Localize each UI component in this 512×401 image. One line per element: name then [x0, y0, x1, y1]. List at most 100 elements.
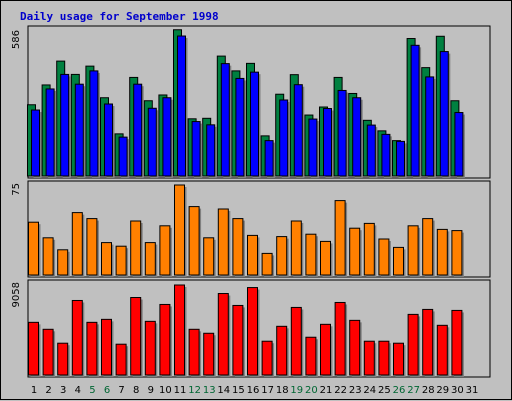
sites-bar-day-7 [115, 245, 127, 276]
x-tick-label-31: 31 [466, 385, 479, 396]
files-bar-day-15 [235, 77, 245, 177]
x-tick-label-15: 15 [232, 385, 245, 396]
x-tick-label-5: 5 [89, 385, 95, 396]
files-bar-day-14 [220, 63, 230, 177]
kbytes-bar-day-19 [290, 306, 302, 376]
files-bar-day-4 [74, 83, 84, 177]
sites-bar-day-22 [334, 200, 346, 276]
x-tick-label-18: 18 [276, 385, 289, 396]
kbytes-bar-day-22 [334, 301, 346, 376]
files-bar-day-17 [264, 140, 274, 177]
kbytes-bar-day-3 [57, 342, 69, 376]
sites-bar-day-5 [86, 218, 98, 276]
files-bar-day-10 [162, 97, 172, 177]
kbytes-bar-day-13 [203, 332, 215, 376]
sites-bar-day-4 [71, 212, 83, 276]
kbytes-bar-day-4 [71, 299, 83, 376]
x-tick-label-2: 2 [45, 385, 51, 396]
files-bar-day-26 [396, 140, 405, 177]
sites-max-label: 75 [11, 183, 22, 196]
sites-bar-day-1 [28, 221, 39, 276]
kbytes-bar-day-10 [159, 303, 171, 376]
files-bar-day-28 [425, 76, 435, 177]
x-tick-label-4: 4 [75, 385, 81, 396]
files-bar-day-7 [118, 136, 128, 177]
kbytes-bar-day-9 [144, 320, 156, 376]
x-tick-label-14: 14 [217, 385, 230, 396]
files-bar-day-21 [323, 108, 332, 177]
kbytes-bar-day-30 [451, 309, 463, 376]
x-tick-label-20: 20 [305, 385, 318, 396]
kbytes-bar-day-8 [130, 296, 142, 376]
files-bar-day-19 [293, 84, 303, 177]
sites-bar-day-3 [57, 249, 69, 276]
kbytes-bar-day-23 [349, 319, 361, 376]
kbytes-bar-day-6 [101, 318, 112, 376]
kbytes-bar-day-29 [436, 324, 448, 376]
x-tick-label-10: 10 [159, 385, 172, 396]
x-tick-label-27: 27 [407, 385, 420, 396]
x-tick-label-1: 1 [31, 385, 37, 396]
sites-bar-day-11 [174, 184, 185, 276]
x-tick-label-25: 25 [378, 385, 391, 396]
sites-bar-day-2 [42, 237, 54, 276]
files-bar-day-11 [177, 35, 186, 177]
files-bar-day-20 [308, 118, 318, 177]
files-bar-day-8 [133, 83, 143, 177]
sites-bar-day-20 [305, 233, 317, 276]
x-tick-label-22: 22 [334, 385, 347, 396]
kbytes-max-label: 9058 [11, 282, 22, 307]
kbytes-bar-day-20 [305, 336, 317, 376]
hits-max-label: 586 [11, 30, 22, 49]
x-tick-label-7: 7 [118, 385, 124, 396]
kbytes-bar-day-14 [217, 293, 229, 376]
files-bar-day-23 [352, 97, 362, 177]
sites-bar-day-14 [217, 208, 229, 276]
sites-bar-day-9 [144, 242, 156, 276]
sites-bar-day-10 [159, 225, 171, 276]
kbytes-bar-day-27 [407, 313, 419, 376]
sites-bar-day-17 [261, 252, 273, 276]
x-tick-label-13: 13 [203, 385, 216, 396]
sites-bar-day-13 [203, 237, 215, 276]
x-tick-label-3: 3 [60, 385, 66, 396]
kbytes-bar-day-24 [363, 340, 375, 376]
sites-bar-day-24 [363, 222, 375, 276]
sites-bar-day-23 [349, 227, 361, 276]
kbytes-bar-day-28 [422, 308, 434, 376]
kbytes-bar-day-2 [42, 328, 54, 376]
files-bar-day-29 [439, 51, 449, 177]
x-tick-label-8: 8 [133, 385, 139, 396]
files-bar-day-25 [381, 133, 391, 177]
sites-bar-day-19 [290, 220, 302, 276]
sites-bar-day-15 [232, 218, 244, 276]
x-tick-label-17: 17 [261, 385, 274, 396]
sites-bar-day-30 [451, 230, 463, 276]
kbytes-bar-day-5 [86, 321, 98, 376]
sites-bar-day-12 [188, 206, 200, 276]
sites-bar-day-26 [393, 246, 404, 276]
files-bar-day-22 [337, 89, 347, 177]
sites-bar-day-27 [407, 225, 419, 276]
files-bar-day-30 [454, 112, 464, 177]
files-bar-day-6 [104, 103, 113, 177]
x-tick-label-12: 12 [188, 385, 201, 396]
kbytes-bar-day-16 [247, 287, 258, 376]
x-tick-label-23: 23 [349, 385, 362, 396]
sites-bar-day-29 [436, 228, 448, 276]
files-bar-day-24 [366, 124, 376, 177]
files-bar-day-1 [31, 109, 40, 177]
x-tick-label-9: 9 [148, 385, 154, 396]
sites-bar-day-28 [422, 218, 434, 276]
kbytes-bar-day-12 [188, 328, 200, 376]
files-bar-day-9 [147, 107, 157, 177]
x-tick-label-11: 11 [174, 385, 187, 396]
x-tick-label-30: 30 [451, 385, 464, 396]
files-bar-day-18 [279, 99, 289, 177]
x-tick-label-19: 19 [290, 385, 303, 396]
x-tick-label-6: 6 [104, 385, 110, 396]
kbytes-bar-day-21 [320, 323, 331, 376]
x-tick-label-16: 16 [247, 385, 260, 396]
sites-bar-day-21 [320, 240, 331, 276]
